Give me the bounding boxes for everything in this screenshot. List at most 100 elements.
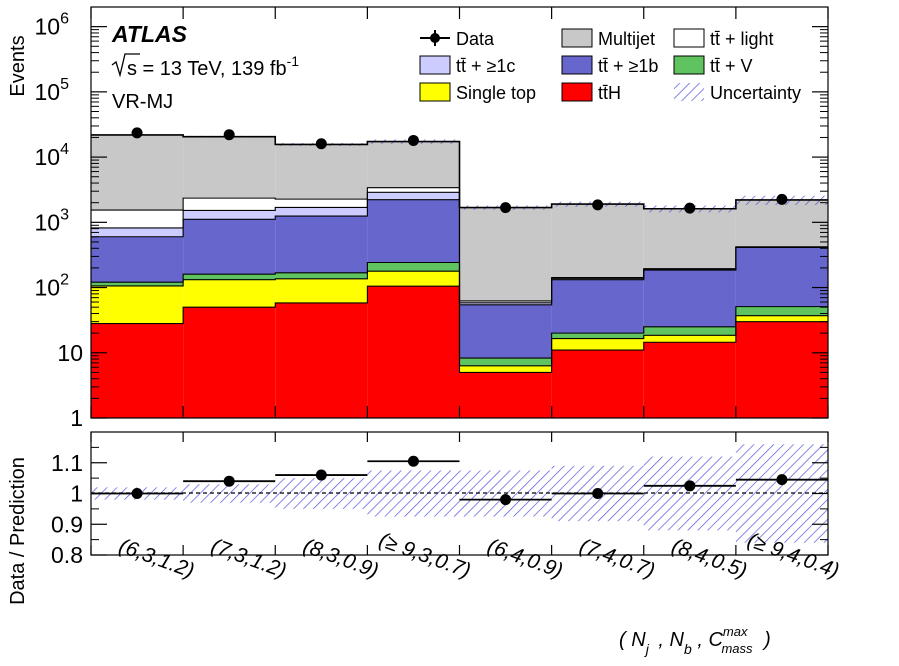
- legend-item-6: Single top: [419, 82, 536, 103]
- legend: Data Multijet tt̄ + light tt̄ + ≥1c tt̄ + ≥1…: [419, 28, 801, 103]
- bar-segment-3-bin-1: [183, 219, 276, 275]
- bar-segment-1-bin-1: [183, 279, 276, 308]
- stack-boundary-2: [91, 261, 828, 359]
- legend-label-5: tt̄ + V: [710, 56, 753, 76]
- bar-segment-1-bin-6: [643, 335, 736, 343]
- ratio-point-4: [500, 494, 512, 506]
- y-tick-label-2: 102: [35, 272, 70, 301]
- x-category-label-5: (7,4,0.7): [577, 534, 658, 582]
- legend-item-1: Multijet: [561, 28, 655, 49]
- bar-segment-3-bin-7: [735, 247, 828, 307]
- main-panel-data-points: [131, 127, 788, 214]
- y-tick-label-1: 10: [57, 340, 83, 366]
- stack-boundary-5: [91, 187, 828, 302]
- legend-item-8: Uncertainty: [674, 83, 801, 103]
- ratio-y-tick-label-0: 0.8: [51, 542, 83, 568]
- main-panel-y-axis-label: Events: [7, 35, 29, 96]
- legend-data-marker-dot: [430, 33, 440, 43]
- ratio-point-1: [223, 475, 235, 487]
- legend-swatch-5: [673, 28, 705, 48]
- main-panel-x-axis-ticks: [90, 7, 829, 418]
- legend-label-0: Data: [456, 29, 495, 49]
- ratio-point-6: [684, 480, 696, 492]
- legend-label-3: tt̄ + ≥1c: [456, 56, 515, 76]
- legend-label-6: Single top: [456, 83, 536, 103]
- bar-segment-4-bin-3: [367, 192, 460, 200]
- legend-item-4: tt̄ + ≥1b: [561, 55, 658, 76]
- bar-segment-0-bin-7: [735, 321, 828, 418]
- ratio-band-bin-1: [183, 484, 276, 503]
- bar-segment-2-bin-7: [735, 306, 828, 316]
- x-category-label-2: (8,3,0.9): [300, 534, 381, 582]
- legend-item-2: tt̄ + light: [673, 28, 774, 49]
- legend-label-4: tt̄ + ≥1b: [598, 56, 658, 76]
- bar-segment-5-bin-1: [183, 198, 276, 211]
- ratio-point-0: [131, 488, 143, 499]
- bar-segment-5-bin-3: [367, 187, 460, 193]
- legend-swatch-6: [561, 28, 593, 48]
- legend-swatch-3: [561, 55, 593, 75]
- legend-item-3: tt̄ + ≥1c: [419, 55, 515, 76]
- atlas-label: ATLAS: [111, 21, 188, 47]
- ratio-y-tick-label-2: 1: [70, 481, 83, 507]
- x-category-label-1: (7,3,1.2): [208, 534, 289, 582]
- bar-segment-3-bin-2: [275, 216, 368, 273]
- ratio-point-2: [315, 469, 327, 481]
- main-panel-y-axis-ticks: 1 10 102 103 104 105 106: [35, 11, 828, 431]
- legend-label-2: tt̄ + light: [710, 29, 774, 49]
- bar-segment-3-bin-6: [643, 270, 736, 327]
- y-tick-label-4: 104: [35, 141, 70, 170]
- bar-segment-4-bin-2: [275, 207, 368, 217]
- bar-segment-1-bin-0: [91, 285, 184, 324]
- bar-segment-0-bin-2: [275, 302, 368, 418]
- y-tick-label-6: 106: [35, 11, 70, 40]
- y-tick-label-5: 105: [35, 76, 70, 105]
- data-point-5: [592, 199, 604, 211]
- bar-segment-1-bin-7: [735, 315, 828, 322]
- bar-segment-5-bin-0: [91, 210, 184, 228]
- bar-segment-0-bin-6: [643, 342, 736, 418]
- bar-segment-6-bin-7: [735, 199, 828, 247]
- ratio-y-tick-label-1: 0.9: [51, 511, 83, 537]
- energy-lumi-label: s = 13 TeV, 139 fb-1: [111, 53, 299, 80]
- energy-lumi-exponent: -1: [287, 53, 300, 69]
- ratio-panel-x-axis-ticks: [90, 432, 829, 555]
- bar-segment-5-bin-2: [275, 199, 368, 208]
- bar-segment-6-bin-1: [183, 136, 276, 199]
- legend-swatch-0: [561, 82, 593, 102]
- bar-segment-1-bin-3: [367, 271, 460, 287]
- bar-segment-6-bin-4: [459, 207, 552, 301]
- bar-segment-0-bin-4: [459, 372, 552, 418]
- bar-segment-3-bin-3: [367, 199, 460, 263]
- legend-swatch-1: [419, 82, 451, 102]
- bar-segment-2-bin-3: [367, 262, 460, 272]
- legend-item-0: Data: [420, 29, 495, 49]
- ratio-panel-points: [91, 455, 828, 506]
- bar-segment-2-bin-4: [459, 358, 552, 366]
- ratio-panel-y-axis-ticks: 0.8 0.9 1 1.1: [51, 446, 828, 568]
- bar-segment-1-bin-4: [459, 365, 552, 373]
- legend-item-7: tt̄H: [561, 82, 621, 103]
- legend-swatch-2: [673, 55, 705, 75]
- legend-label-7: tt̄H: [598, 83, 621, 103]
- legend-uncertainty-swatch: [674, 83, 704, 101]
- y-tick-label-0: 1: [70, 405, 83, 431]
- data-point-6: [684, 202, 696, 214]
- bar-segment-2-bin-5: [551, 333, 644, 339]
- bar-segment-3-bin-4: [459, 304, 552, 359]
- y-tick-label-3: 103: [35, 206, 70, 235]
- bar-segment-2-bin-6: [643, 326, 736, 336]
- data-point-1: [223, 129, 235, 141]
- data-point-4: [500, 202, 512, 214]
- bar-segment-2-bin-2: [275, 272, 368, 279]
- sqrt-symbol-icon: [111, 53, 140, 78]
- svg-text:s = 13 TeV, 139 fb-1: s = 13 TeV, 139 fb-1: [127, 53, 299, 80]
- bar-segment-1-bin-5: [551, 338, 644, 351]
- bar-segment-6-bin-5: [551, 204, 644, 278]
- ratio-panel-uncertainty-band: [91, 444, 828, 543]
- x-category-label-0: (6,3,1.2): [116, 534, 197, 582]
- bar-segment-2-bin-1: [183, 274, 276, 280]
- x-category-label-4: (6,4,0.9): [484, 534, 565, 582]
- bar-segment-5-bin-4: [459, 300, 552, 303]
- data-point-7: [776, 193, 788, 205]
